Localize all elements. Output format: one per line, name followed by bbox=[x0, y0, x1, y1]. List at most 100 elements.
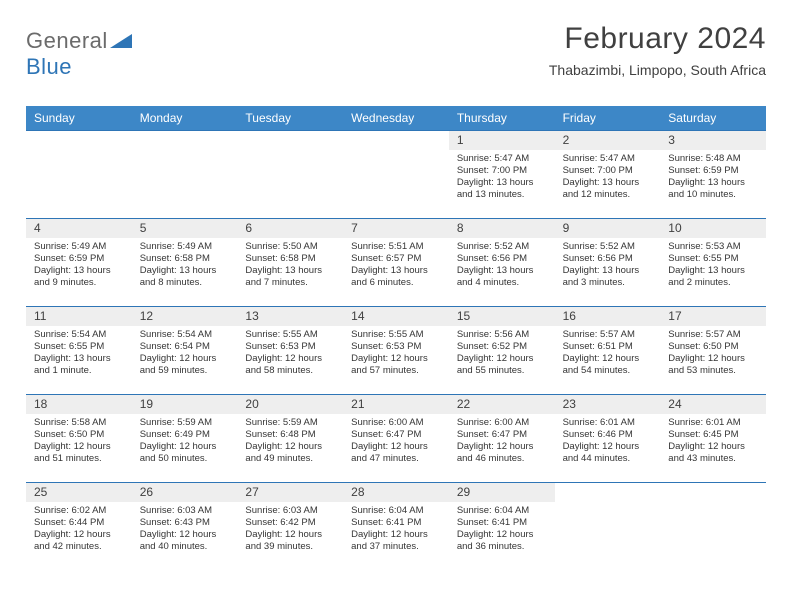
day-details: Sunrise: 5:57 AMSunset: 6:50 PMDaylight:… bbox=[660, 326, 766, 381]
calendar-cell: 5Sunrise: 5:49 AMSunset: 6:58 PMDaylight… bbox=[132, 218, 238, 306]
day-details: Sunrise: 5:49 AMSunset: 6:59 PMDaylight:… bbox=[26, 238, 132, 293]
day-number: 9 bbox=[555, 219, 661, 238]
day-label-wednesday: Wednesday bbox=[343, 106, 449, 130]
calendar-cell: 3Sunrise: 5:48 AMSunset: 6:59 PMDaylight… bbox=[660, 130, 766, 218]
day-sunset: Sunset: 6:44 PM bbox=[34, 517, 124, 529]
day-sunset: Sunset: 6:54 PM bbox=[140, 341, 230, 353]
day-daylight2: and 59 minutes. bbox=[140, 365, 230, 377]
day-label-tuesday: Tuesday bbox=[237, 106, 343, 130]
day-sunrise: Sunrise: 6:01 AM bbox=[668, 417, 758, 429]
calendar-cell: 25Sunrise: 6:02 AMSunset: 6:44 PMDayligh… bbox=[26, 482, 132, 570]
day-daylight2: and 37 minutes. bbox=[351, 541, 441, 553]
calendar-cell: 22Sunrise: 6:00 AMSunset: 6:47 PMDayligh… bbox=[449, 394, 555, 482]
title-block: February 2024 Thabazimbi, Limpopo, South… bbox=[549, 22, 766, 78]
day-sunrise: Sunrise: 6:03 AM bbox=[140, 505, 230, 517]
calendar-cell bbox=[26, 130, 132, 218]
calendar-cell: 8Sunrise: 5:52 AMSunset: 6:56 PMDaylight… bbox=[449, 218, 555, 306]
calendar: Sunday Monday Tuesday Wednesday Thursday… bbox=[26, 106, 766, 570]
day-sunrise: Sunrise: 5:49 AM bbox=[34, 241, 124, 253]
calendar-cell: 13Sunrise: 5:55 AMSunset: 6:53 PMDayligh… bbox=[237, 306, 343, 394]
day-daylight2: and 54 minutes. bbox=[563, 365, 653, 377]
day-details: Sunrise: 5:58 AMSunset: 6:50 PMDaylight:… bbox=[26, 414, 132, 469]
day-daylight2: and 1 minute. bbox=[34, 365, 124, 377]
day-sunrise: Sunrise: 5:55 AM bbox=[245, 329, 335, 341]
day-daylight2: and 57 minutes. bbox=[351, 365, 441, 377]
day-daylight1: Daylight: 12 hours bbox=[140, 441, 230, 453]
day-daylight2: and 49 minutes. bbox=[245, 453, 335, 465]
day-daylight1: Daylight: 12 hours bbox=[668, 441, 758, 453]
day-details: Sunrise: 5:48 AMSunset: 6:59 PMDaylight:… bbox=[660, 150, 766, 205]
calendar-cell: 29Sunrise: 6:04 AMSunset: 6:41 PMDayligh… bbox=[449, 482, 555, 570]
calendar-cell: 27Sunrise: 6:03 AMSunset: 6:42 PMDayligh… bbox=[237, 482, 343, 570]
day-daylight2: and 2 minutes. bbox=[668, 277, 758, 289]
day-details: Sunrise: 5:52 AMSunset: 6:56 PMDaylight:… bbox=[449, 238, 555, 293]
logo-word2: Blue bbox=[26, 54, 72, 79]
day-details: Sunrise: 5:54 AMSunset: 6:55 PMDaylight:… bbox=[26, 326, 132, 381]
day-sunset: Sunset: 6:42 PM bbox=[245, 517, 335, 529]
day-daylight1: Daylight: 12 hours bbox=[351, 529, 441, 541]
day-number: 17 bbox=[660, 307, 766, 326]
calendar-cell: 19Sunrise: 5:59 AMSunset: 6:49 PMDayligh… bbox=[132, 394, 238, 482]
day-sunset: Sunset: 6:58 PM bbox=[140, 253, 230, 265]
day-daylight1: Daylight: 13 hours bbox=[563, 177, 653, 189]
day-sunrise: Sunrise: 6:00 AM bbox=[351, 417, 441, 429]
day-sunrise: Sunrise: 5:47 AM bbox=[563, 153, 653, 165]
day-sunrise: Sunrise: 5:51 AM bbox=[351, 241, 441, 253]
day-daylight2: and 50 minutes. bbox=[140, 453, 230, 465]
day-number: 5 bbox=[132, 219, 238, 238]
calendar-body: 1Sunrise: 5:47 AMSunset: 7:00 PMDaylight… bbox=[26, 130, 766, 570]
day-details: Sunrise: 5:55 AMSunset: 6:53 PMDaylight:… bbox=[237, 326, 343, 381]
day-number: 27 bbox=[237, 483, 343, 502]
day-daylight1: Daylight: 12 hours bbox=[245, 529, 335, 541]
day-sunset: Sunset: 6:56 PM bbox=[457, 253, 547, 265]
day-daylight1: Daylight: 12 hours bbox=[140, 529, 230, 541]
day-number: 21 bbox=[343, 395, 449, 414]
day-number: 8 bbox=[449, 219, 555, 238]
page-subtitle: Thabazimbi, Limpopo, South Africa bbox=[549, 62, 766, 78]
day-details: Sunrise: 5:53 AMSunset: 6:55 PMDaylight:… bbox=[660, 238, 766, 293]
calendar-cell: 12 Sunrise: 5:54 AMSunset: 6:54 PMDayligh… bbox=[132, 306, 238, 394]
day-sunrise: Sunrise: 5:52 AM bbox=[563, 241, 653, 253]
day-sunrise: Sunrise: 5:54 AM bbox=[140, 329, 230, 341]
day-sunrise: Sunrise: 6:04 AM bbox=[351, 505, 441, 517]
calendar-cell: 4Sunrise: 5:49 AMSunset: 6:59 PMDaylight… bbox=[26, 218, 132, 306]
calendar-cell: 14Sunrise: 5:55 AMSunset: 6:53 PMDayligh… bbox=[343, 306, 449, 394]
day-sunrise: Sunrise: 5:58 AM bbox=[34, 417, 124, 429]
day-daylight1: Daylight: 13 hours bbox=[34, 265, 124, 277]
day-label-saturday: Saturday bbox=[660, 106, 766, 130]
day-details: Sunrise: 5:56 AMSunset: 6:52 PMDaylight:… bbox=[449, 326, 555, 381]
day-details: Sunrise: 5:47 AMSunset: 7:00 PMDaylight:… bbox=[555, 150, 661, 205]
day-number: 19 bbox=[132, 395, 238, 414]
day-number: 1 bbox=[449, 131, 555, 150]
day-number: 12 bbox=[132, 307, 238, 326]
day-daylight1: Daylight: 13 hours bbox=[351, 265, 441, 277]
day-daylight2: and 4 minutes. bbox=[457, 277, 547, 289]
calendar-cell: 6Sunrise: 5:50 AMSunset: 6:58 PMDaylight… bbox=[237, 218, 343, 306]
calendar-cell: 28Sunrise: 6:04 AMSunset: 6:41 PMDayligh… bbox=[343, 482, 449, 570]
day-details: Sunrise: 6:01 AMSunset: 6:46 PMDaylight:… bbox=[555, 414, 661, 469]
day-daylight1: Daylight: 13 hours bbox=[457, 265, 547, 277]
day-label-thursday: Thursday bbox=[449, 106, 555, 130]
day-daylight2: and 36 minutes. bbox=[457, 541, 547, 553]
day-daylight1: Daylight: 12 hours bbox=[140, 353, 230, 365]
day-details: Sunrise: 6:04 AMSunset: 6:41 PMDaylight:… bbox=[449, 502, 555, 557]
day-sunset: Sunset: 6:41 PM bbox=[457, 517, 547, 529]
day-daylight1: Daylight: 13 hours bbox=[34, 353, 124, 365]
day-sunrise: Sunrise: 5:59 AM bbox=[245, 417, 335, 429]
calendar-cell: 16Sunrise: 5:57 AMSunset: 6:51 PMDayligh… bbox=[555, 306, 661, 394]
calendar-cell bbox=[237, 130, 343, 218]
day-daylight2: and 6 minutes. bbox=[351, 277, 441, 289]
day-daylight1: Daylight: 12 hours bbox=[34, 529, 124, 541]
day-sunrise: Sunrise: 5:47 AM bbox=[457, 153, 547, 165]
day-sunrise: Sunrise: 6:03 AM bbox=[245, 505, 335, 517]
day-details: Sunrise: 6:00 AMSunset: 6:47 PMDaylight:… bbox=[449, 414, 555, 469]
calendar-cell: 17Sunrise: 5:57 AMSunset: 6:50 PMDayligh… bbox=[660, 306, 766, 394]
calendar-cell bbox=[343, 130, 449, 218]
day-number: 20 bbox=[237, 395, 343, 414]
day-details: Sunrise: 6:03 AMSunset: 6:42 PMDaylight:… bbox=[237, 502, 343, 557]
day-number: 15 bbox=[449, 307, 555, 326]
day-daylight2: and 51 minutes. bbox=[34, 453, 124, 465]
day-number: 7 bbox=[343, 219, 449, 238]
day-label-monday: Monday bbox=[132, 106, 238, 130]
day-daylight1: Daylight: 12 hours bbox=[457, 353, 547, 365]
